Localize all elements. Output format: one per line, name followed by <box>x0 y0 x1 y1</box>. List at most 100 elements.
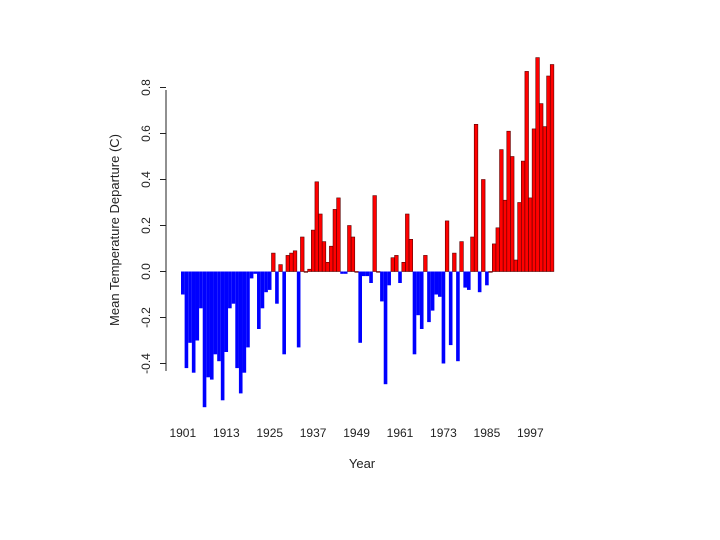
bar-1917 <box>238 271 243 394</box>
bar-1923 <box>260 271 265 309</box>
bar-1972 <box>438 271 442 297</box>
bar-1907 <box>202 271 207 408</box>
bar-1914 <box>228 271 232 309</box>
bar-1978 <box>459 241 464 272</box>
bar-1954 <box>372 195 377 272</box>
x-tick-label: 1949 <box>343 426 370 440</box>
bar-1932 <box>292 250 298 272</box>
bar-1903 <box>188 271 192 343</box>
bar-1915 <box>231 271 236 304</box>
bar-1993 <box>513 259 518 272</box>
bar-1928 <box>278 264 283 272</box>
bar-1992 <box>510 156 515 272</box>
x-tick-label: 1985 <box>474 426 501 440</box>
bar-1921 <box>253 271 258 274</box>
y-tick-label: 0.4 <box>139 171 153 188</box>
bar-1911 <box>217 271 221 362</box>
bar-1983 <box>477 271 482 293</box>
bar-1987 <box>492 243 497 272</box>
bar-1957 <box>383 271 388 385</box>
bar-1902 <box>184 271 189 369</box>
bar-1918 <box>242 271 247 373</box>
bar-1913 <box>224 271 229 352</box>
bar-1998 <box>531 128 537 272</box>
bar-1973 <box>441 271 446 364</box>
bar-1909 <box>209 271 214 380</box>
bar-1985 <box>485 271 489 286</box>
x-axis-ticks: 1901 1913 1925 1937 1949 1961 1973 1985 1997 <box>169 426 544 440</box>
bar-1929 <box>282 271 286 355</box>
bar-1996 <box>524 71 529 272</box>
bar-1916 <box>235 271 239 369</box>
bar-1936 <box>307 268 312 272</box>
x-tick-label: 1901 <box>169 426 196 440</box>
bar-1960 <box>394 255 399 272</box>
bar-2003 <box>549 64 555 272</box>
bar-1920 <box>249 271 254 279</box>
x-tick-label: 1937 <box>300 426 327 440</box>
bar-1938 <box>314 181 319 272</box>
y-axis-title: Mean Temperature Departure (C) <box>107 134 122 326</box>
bar-1922 <box>257 271 261 329</box>
bar-1963 <box>405 213 410 272</box>
bars-group <box>181 57 555 408</box>
bar-1988 <box>495 227 500 272</box>
bar-1951 <box>362 271 366 277</box>
bar-1948 <box>350 236 356 272</box>
bar-1966 <box>416 271 420 316</box>
bar-1982 <box>473 124 479 272</box>
bar-1941 <box>325 261 330 272</box>
bar-1984 <box>481 179 486 272</box>
x-tick-label: 1961 <box>387 426 414 440</box>
bar-1940 <box>321 241 327 272</box>
bar-1906 <box>199 271 203 309</box>
bar-1924 <box>264 271 268 293</box>
bar-1919 <box>246 271 250 348</box>
y-tick-label: 0.8 <box>139 79 153 96</box>
bar-1955 <box>376 271 381 273</box>
bar-1986 <box>488 271 493 273</box>
bar-1947 <box>347 225 352 272</box>
bar-1943 <box>332 209 337 272</box>
bar-1970 <box>430 271 435 311</box>
y-tick-label: -0.4 <box>139 353 153 374</box>
y-tick-label: -0.2 <box>139 307 153 328</box>
y-axis-ticks: -0.4 -0.2 0.0 0.2 0.4 0.6 0.8 <box>139 79 166 374</box>
bar-1989 <box>499 149 504 272</box>
bar-1975 <box>448 271 453 346</box>
bar-1939 <box>318 213 323 272</box>
bar-1976 <box>452 252 457 272</box>
bar-1974 <box>444 220 450 272</box>
bar-1979 <box>463 271 467 288</box>
bar-1935 <box>303 271 308 273</box>
bar-1925 <box>267 271 272 290</box>
bar-1958 <box>387 271 391 286</box>
bar-1971 <box>434 271 439 295</box>
bar-1926 <box>271 252 276 272</box>
bar-1956 <box>380 271 384 302</box>
bar-1995 <box>520 160 526 272</box>
bar-1942 <box>329 245 334 272</box>
bar-1910 <box>213 271 218 355</box>
y-tick-label: 0.2 <box>139 217 153 234</box>
bar-1959 <box>390 257 395 272</box>
bar-1904 <box>191 271 196 373</box>
bar-1977 <box>456 271 460 362</box>
bar-1937 <box>311 229 316 272</box>
bar-1952 <box>365 271 370 277</box>
bar-1964 <box>408 239 413 272</box>
bar-1968 <box>423 255 428 272</box>
y-tick-label: 0.6 <box>139 125 153 142</box>
bar-1949 <box>354 271 359 273</box>
bar-1908 <box>206 271 210 378</box>
bar-1965 <box>412 271 417 355</box>
bar-1905 <box>195 271 200 341</box>
bar-1930 <box>285 255 290 272</box>
bar-1990 <box>502 199 508 272</box>
x-axis-title: Year <box>349 456 376 471</box>
x-tick-label: 1973 <box>430 426 457 440</box>
bar-1967 <box>419 271 424 329</box>
bar-1901 <box>181 271 185 295</box>
y-tick-label: 0.0 <box>139 263 153 280</box>
